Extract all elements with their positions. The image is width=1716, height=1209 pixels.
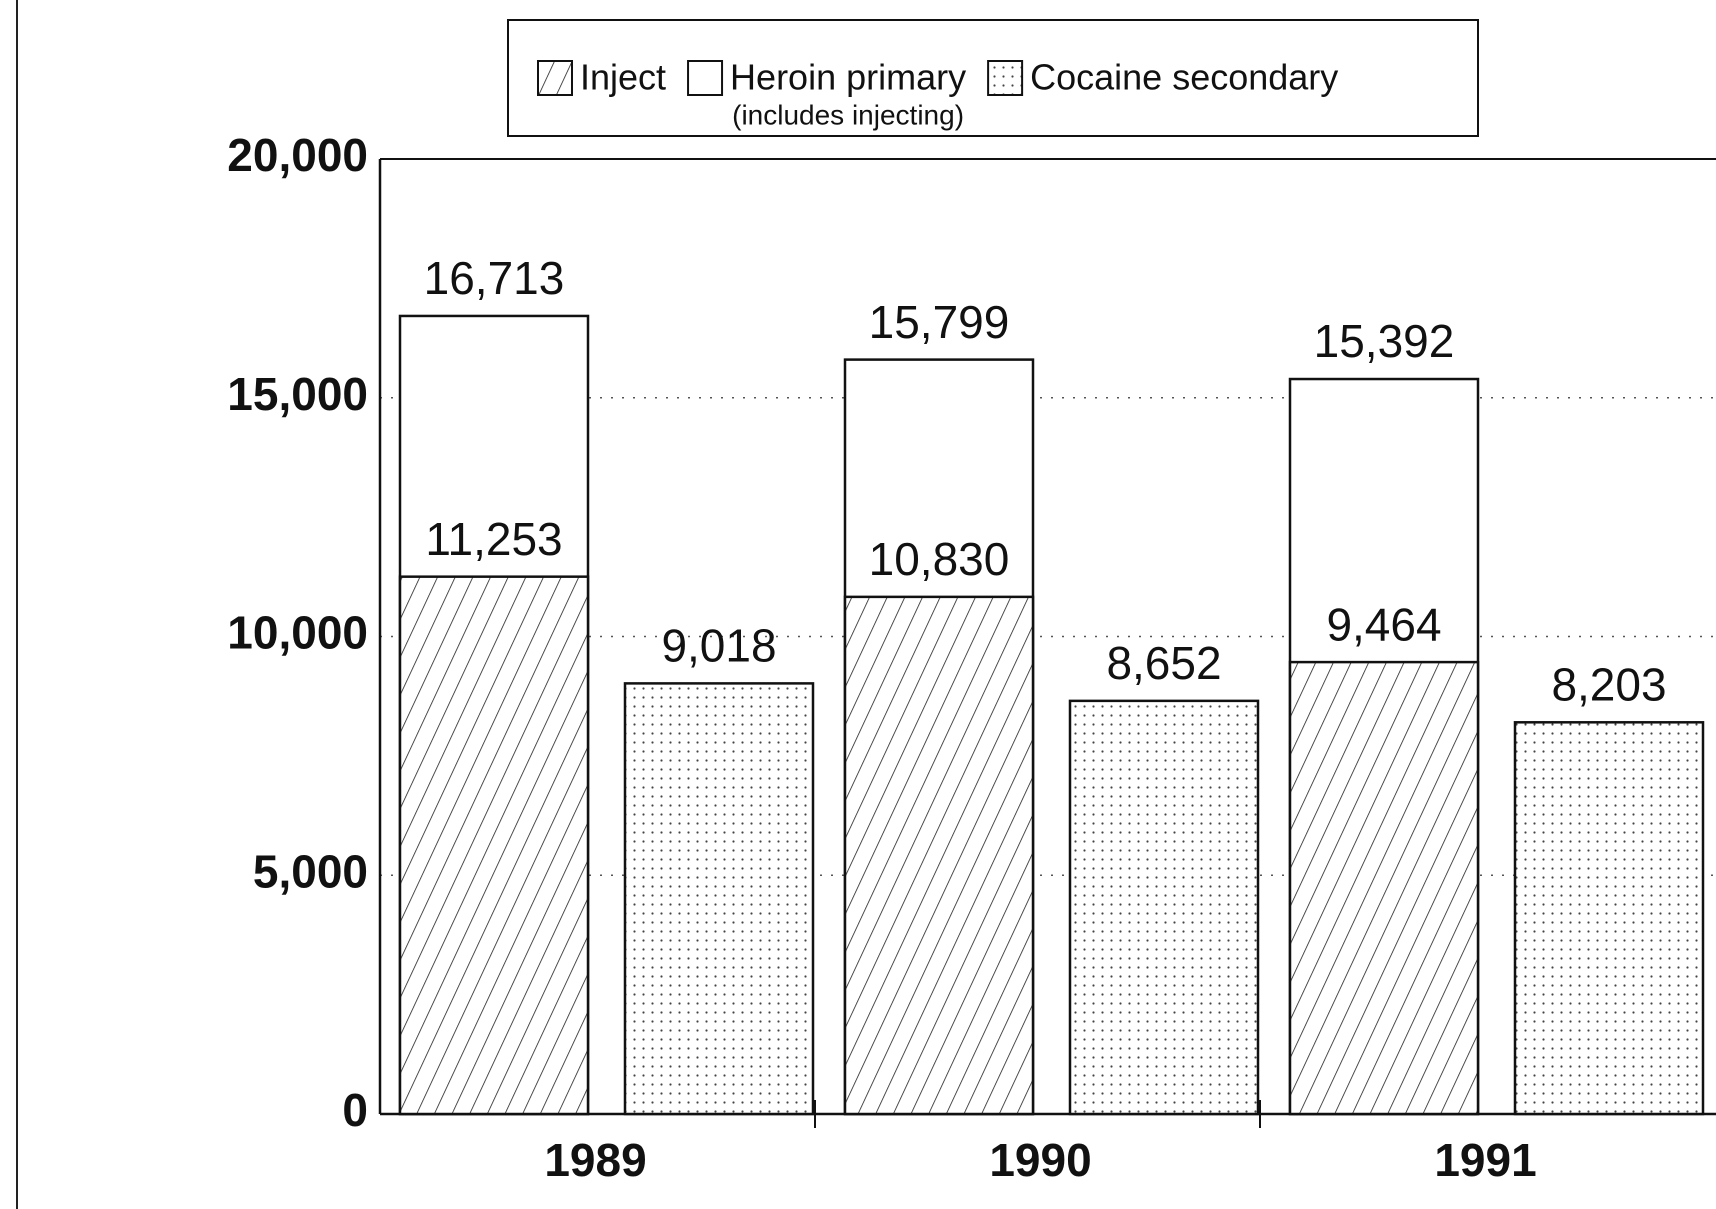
bar — [1513, 721, 1705, 1116]
bar — [398, 575, 590, 1116]
bar — [1068, 699, 1260, 1116]
value-label: 15,799 — [869, 296, 1010, 348]
legend-label: Inject — [580, 57, 666, 98]
legend-swatch — [987, 60, 1024, 96]
value-label: 15,392 — [1314, 315, 1455, 367]
legend-label: Cocaine secondary — [1030, 57, 1338, 98]
y-tick-label: 15,000 — [227, 368, 368, 420]
legend-swatch — [537, 60, 573, 96]
value-label: 8,652 — [1106, 637, 1221, 689]
value-label: 10,830 — [869, 533, 1010, 585]
x-tick-label: 1990 — [989, 1134, 1091, 1186]
x-tick-label: 1989 — [544, 1134, 646, 1186]
value-label: 8,203 — [1551, 658, 1666, 710]
bar — [1288, 660, 1480, 1116]
legend-label: Heroin primary — [730, 57, 966, 98]
bar — [843, 595, 1035, 1116]
y-tick-label: 20,000 — [227, 129, 368, 181]
bar — [623, 682, 815, 1116]
value-label: 16,713 — [424, 252, 565, 304]
legend-swatch — [687, 60, 724, 96]
legend-note: (includes injecting) — [732, 99, 964, 130]
x-tick-label: 1991 — [1434, 1134, 1536, 1186]
value-label: 11,253 — [425, 513, 562, 565]
y-tick-label: 10,000 — [227, 607, 368, 659]
value-label: 9,018 — [661, 620, 776, 672]
y-tick-label: 0 — [342, 1084, 368, 1136]
y-tick-label: 5,000 — [253, 845, 368, 897]
value-label: 9,464 — [1326, 598, 1441, 650]
